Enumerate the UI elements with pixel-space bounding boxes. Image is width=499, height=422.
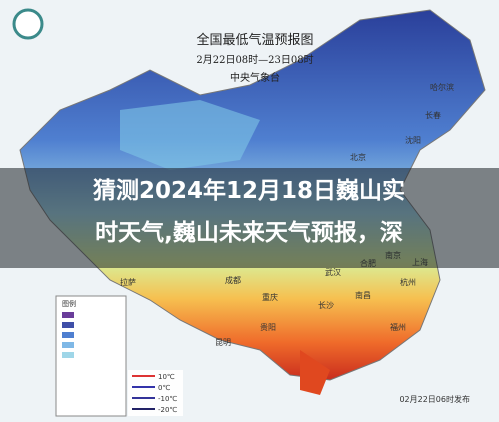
city: 哈尔滨 <box>430 82 454 92</box>
city: 昆明 <box>215 338 231 347</box>
overlay-line: 时天气,巍山未来天气预报，深 <box>95 219 403 246</box>
map-title: 全国最低气温预报图 <box>196 32 313 48</box>
legend-swatch <box>62 312 74 318</box>
legend-item: 0℃ <box>158 384 170 392</box>
legend-swatch <box>62 342 74 348</box>
city: 长沙 <box>318 300 334 310</box>
city: 长春 <box>425 110 441 120</box>
region <box>120 100 260 170</box>
map-period: 2月22日08时—23日08时 <box>196 54 313 66</box>
city: 沈阳 <box>405 135 421 145</box>
temp-legend: 10℃ 0℃ -10℃ -20℃ <box>128 370 183 416</box>
hainan <box>300 350 330 395</box>
logo <box>12 8 44 40</box>
map-issuer: 中央气象台 <box>230 71 280 84</box>
city: 成都 <box>225 275 241 285</box>
legend: 图例 <box>55 295 127 417</box>
city: 重庆 <box>262 292 278 302</box>
city: 杭州 <box>400 277 416 287</box>
city: 武汉 <box>325 267 341 277</box>
overlay-band <box>0 168 499 268</box>
city: 福州 <box>390 323 406 332</box>
published: 02月22日06时发布 <box>399 394 470 404</box>
legend-item: 10℃ <box>158 373 175 381</box>
legend-item: -20℃ <box>158 406 177 414</box>
city: 贵阳 <box>260 322 276 332</box>
city: 北京 <box>350 152 366 162</box>
city: 南昌 <box>355 290 371 300</box>
legend-item: -10℃ <box>158 395 177 403</box>
city: 拉萨 <box>120 277 136 287</box>
legend-swatch <box>62 332 74 338</box>
legend-title: 图例 <box>62 299 76 308</box>
overlay-line: 猜测2024年12月18日巍山实 <box>92 177 405 204</box>
legend-swatch <box>62 352 74 358</box>
legend-swatch <box>62 322 74 328</box>
